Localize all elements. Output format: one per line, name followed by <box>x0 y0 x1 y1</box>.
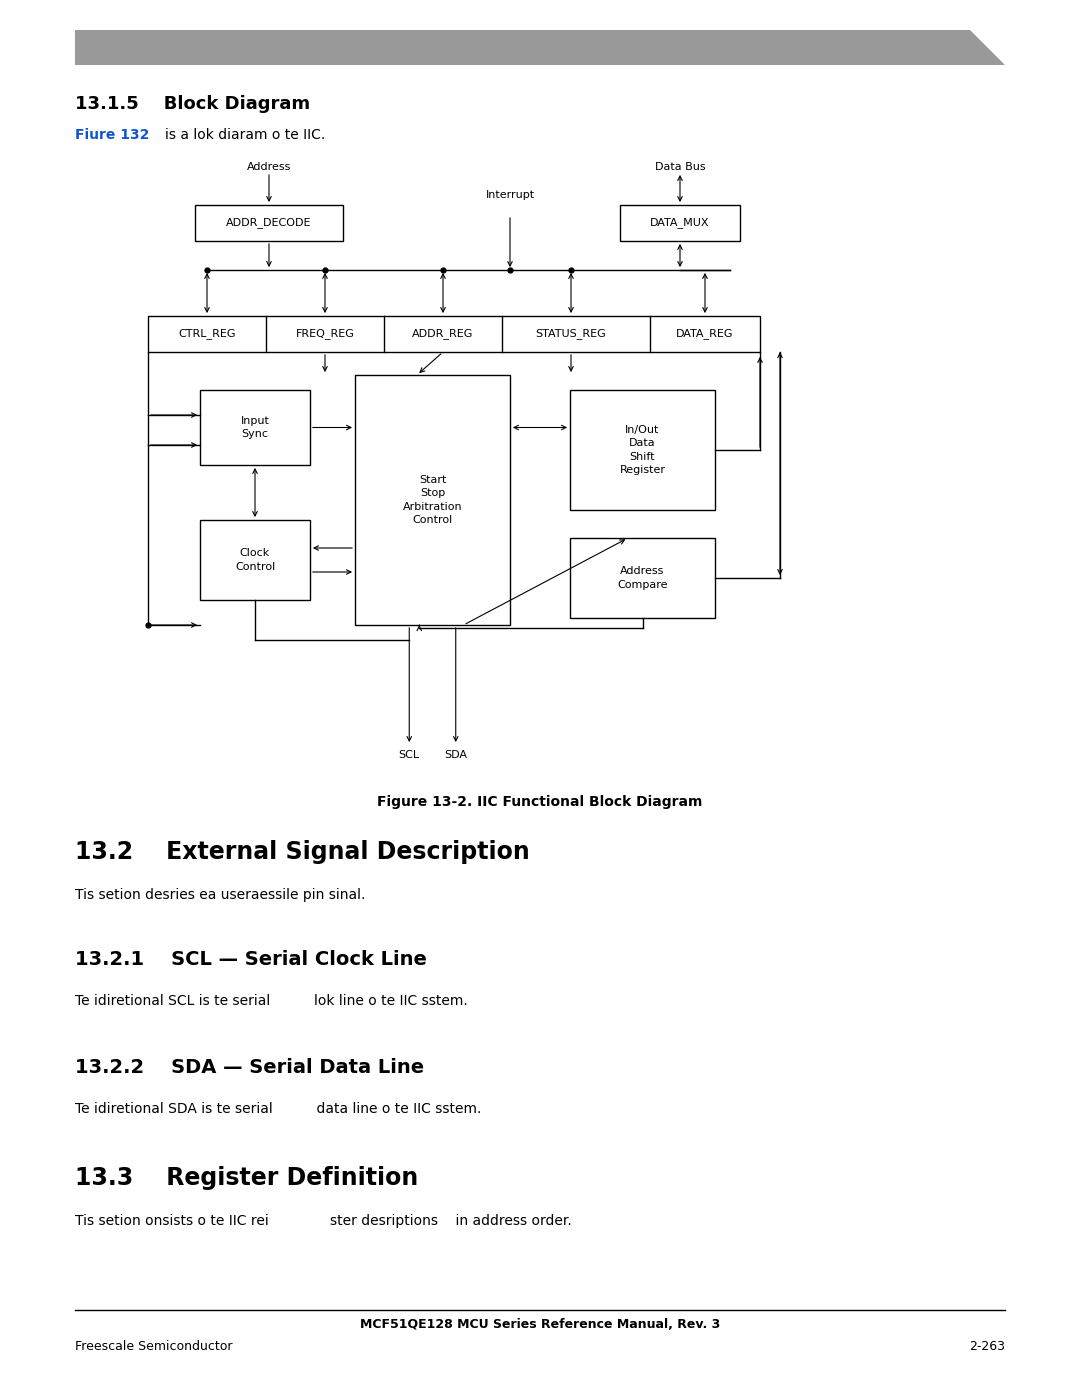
Text: SCL: SCL <box>399 750 420 760</box>
Text: ADDR_DECODE: ADDR_DECODE <box>226 218 312 229</box>
Text: ADDR_REG: ADDR_REG <box>413 328 474 339</box>
Text: Clock
Control: Clock Control <box>234 549 275 571</box>
Text: In/Out
Data
Shift
Register: In/Out Data Shift Register <box>620 425 665 475</box>
Bar <box>200 390 310 465</box>
Text: 13.3    Register Definition: 13.3 Register Definition <box>75 1166 418 1190</box>
Text: 2-263: 2-263 <box>969 1340 1005 1354</box>
Bar <box>570 390 715 510</box>
Bar <box>195 205 343 242</box>
Text: Tis setion onsists o te IIC rei              ster desriptions    in address orde: Tis setion onsists o te IIC rei ster des… <box>75 1214 571 1228</box>
Bar <box>570 538 715 617</box>
Text: Interrupt: Interrupt <box>485 190 535 200</box>
Text: Fiure 132: Fiure 132 <box>75 129 149 142</box>
Text: Te idiretional SDA is te serial          data line o te IIC sstem.: Te idiretional SDA is te serial data lin… <box>75 1102 482 1116</box>
Bar <box>355 374 510 624</box>
Text: DATA_REG: DATA_REG <box>676 328 733 339</box>
Text: Freescale Semiconductor: Freescale Semiconductor <box>75 1340 232 1354</box>
Text: Address
Compare: Address Compare <box>618 566 667 590</box>
Text: 13.2.1    SCL — Serial Clock Line: 13.2.1 SCL — Serial Clock Line <box>75 950 427 970</box>
Text: Tis setion desries ea useraessile pin sinal.: Tis setion desries ea useraessile pin si… <box>75 888 365 902</box>
Text: Te idiretional SCL is te serial          lok line o te IIC sstem.: Te idiretional SCL is te serial lok line… <box>75 995 468 1009</box>
Bar <box>200 520 310 599</box>
Text: SDA: SDA <box>444 750 468 760</box>
Text: 13.1.5    Block Diagram: 13.1.5 Block Diagram <box>75 95 310 113</box>
Text: Figure 13-2. IIC Functional Block Diagram: Figure 13-2. IIC Functional Block Diagra… <box>377 795 703 809</box>
Text: Data Bus: Data Bus <box>654 162 705 172</box>
Text: 13.2.2    SDA — Serial Data Line: 13.2.2 SDA — Serial Data Line <box>75 1058 424 1077</box>
Text: MCF51QE128 MCU Series Reference Manual, Rev. 3: MCF51QE128 MCU Series Reference Manual, … <box>360 1317 720 1331</box>
Polygon shape <box>75 29 1005 66</box>
Bar <box>148 316 760 352</box>
Text: DATA_MUX: DATA_MUX <box>650 218 710 229</box>
Text: STATUS_REG: STATUS_REG <box>536 328 606 339</box>
Text: CTRL_REG: CTRL_REG <box>178 328 235 339</box>
Text: FREQ_REG: FREQ_REG <box>296 328 354 339</box>
Text: Address: Address <box>247 162 292 172</box>
Bar <box>620 205 740 242</box>
Text: Start
Stop
Arbitration
Control: Start Stop Arbitration Control <box>403 475 462 525</box>
Text: 13.2    External Signal Description: 13.2 External Signal Description <box>75 840 530 863</box>
Text: is a lok diaram o te IIC.: is a lok diaram o te IIC. <box>165 129 325 142</box>
Text: Input
Sync: Input Sync <box>241 416 269 439</box>
